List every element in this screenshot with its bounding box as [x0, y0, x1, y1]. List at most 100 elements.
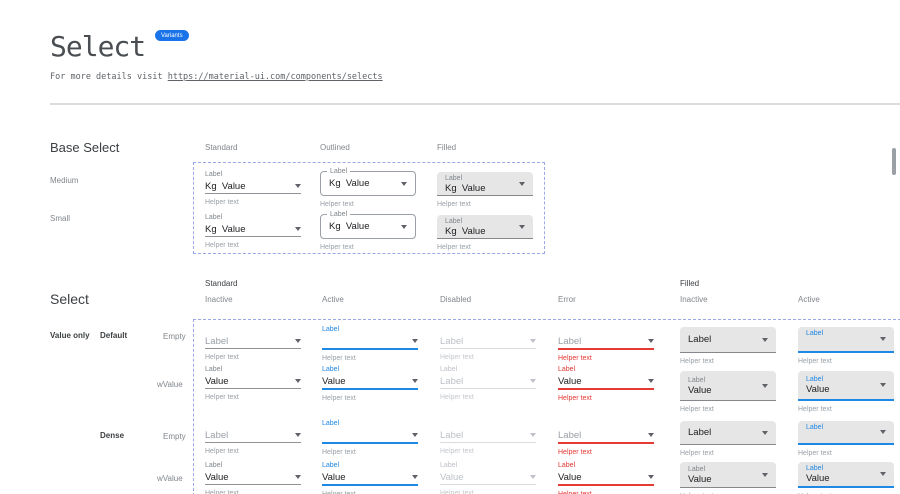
dropdown-caret-icon: [530, 379, 536, 383]
helper-text: Helper text: [205, 490, 239, 494]
select-underline: [322, 442, 418, 444]
helper-text: Helper text: [205, 448, 239, 455]
dropdown-caret-icon: [762, 430, 768, 435]
select-label: Label: [558, 366, 576, 373]
select-field-filled-inactive[interactable]: Label Kg Value Helper text: [437, 215, 533, 252]
select-label: Label: [440, 366, 458, 373]
helper-text: Helper text: [558, 490, 654, 494]
select-field-standard-active[interactable]: Label Helper text: [322, 325, 418, 363]
select-value: Value: [440, 471, 464, 483]
select-field-filled-active[interactable]: Label Helper text: [798, 421, 894, 458]
select-filled-box: Label: [798, 421, 894, 445]
helper-text: Helper text: [798, 406, 832, 413]
select-value-row: Value: [205, 374, 301, 388]
helper-text: Helper text: [322, 490, 418, 494]
dropdown-caret-icon: [880, 383, 886, 387]
select-field-standard-error[interactable]: Label Helper text: [558, 334, 654, 363]
select-field-standard-inactive[interactable]: Label Value Helper text: [205, 461, 301, 494]
select-value-row: Label: [440, 374, 536, 388]
state-header-active: Active: [322, 295, 344, 304]
select-label: Label: [205, 214, 223, 221]
select-value: Label: [558, 335, 582, 347]
select-field-standard-disabled[interactable]: Label Helper text: [440, 428, 536, 456]
dropdown-caret-icon: [295, 433, 301, 437]
select-field-outlined-inactive[interactable]: Label Kg Value Helper text: [320, 210, 416, 252]
select-value: Label: [688, 427, 712, 438]
helper-text: Helper text: [440, 448, 474, 455]
select-field-standard-disabled[interactable]: Label Helper text: [440, 334, 536, 362]
select-field-filled-active[interactable]: Label Helper text: [798, 327, 894, 366]
select-underline: [205, 193, 301, 194]
select-label: Label: [322, 462, 340, 469]
select-underline: [205, 442, 301, 443]
select-value-row: Label: [440, 334, 536, 348]
select-label: Label: [445, 174, 463, 182]
select-value-row: Value: [558, 470, 654, 484]
helper-text: Helper text: [437, 201, 471, 208]
select-field-standard-inactive[interactable]: Label Kg Value Helper text: [205, 213, 301, 250]
select-label: Label: [440, 462, 458, 469]
select-filled-box: Label: [680, 327, 776, 353]
state-header-inactive: Inactive: [205, 295, 233, 304]
select-value: Value: [688, 473, 712, 485]
select-label: Label: [322, 366, 340, 373]
helper-text: Helper text: [798, 450, 832, 457]
select-field-outlined-inactive[interactable]: Label Kg Value Helper text: [320, 167, 416, 209]
select-value-row: Value: [558, 374, 654, 388]
select-field-standard-active[interactable]: Label Helper text: [322, 419, 418, 457]
material-ui-link[interactable]: https://material-ui.com/components/selec…: [167, 72, 383, 82]
dropdown-caret-icon: [880, 337, 886, 341]
select-field-standard-inactive[interactable]: Label Helper text: [205, 428, 301, 456]
dropdown-caret-icon: [880, 472, 886, 476]
select-label: Label: [558, 462, 576, 469]
select-field-standard-error[interactable]: Label Value Helper text: [558, 365, 654, 403]
select-underline: [205, 484, 301, 485]
select-field-standard-inactive[interactable]: Label Value Helper text: [205, 365, 301, 402]
select-value: Value: [688, 384, 712, 396]
dropdown-caret-icon: [762, 337, 768, 342]
row-label-empty: Empty: [163, 332, 186, 341]
helper-text: Helper text: [558, 355, 592, 362]
select-field-standard-error[interactable]: Label Helper text: [558, 428, 654, 457]
vertical-scrollbar-thumb[interactable]: [892, 148, 896, 175]
select-field-standard-inactive[interactable]: Label Helper text: [205, 334, 301, 362]
select-field-filled-inactive[interactable]: Label Helper text: [680, 421, 776, 458]
dropdown-caret-icon: [412, 433, 418, 437]
select-filled-box: Label Kg Value: [437, 172, 533, 196]
select-field-filled-inactive[interactable]: Label Helper text: [680, 327, 776, 366]
select-value: Label: [205, 429, 229, 441]
select-label: Label: [806, 424, 824, 431]
select-field-filled-inactive[interactable]: Label Kg Value Helper text: [437, 172, 533, 209]
dropdown-caret-icon: [648, 379, 654, 383]
select-field-standard-error[interactable]: Label Value Helper text: [558, 461, 654, 494]
helper-text: Helper text: [437, 244, 471, 251]
select-value: Kg Value: [205, 223, 246, 235]
select-value: Value: [322, 375, 346, 387]
helper-text: Helper text: [440, 354, 474, 361]
select-filled-box: Label Value: [680, 371, 776, 401]
column-header-standard: Standard: [205, 143, 238, 152]
select-field-standard-active[interactable]: Label Value Helper text: [322, 461, 418, 494]
select-value: Value: [205, 375, 229, 387]
select-field-standard-active[interactable]: Label Value Helper text: [322, 365, 418, 403]
helper-text: Helper text: [205, 354, 239, 361]
select-label: Label: [205, 366, 223, 373]
select-field-standard-disabled[interactable]: Label Value Helper text: [440, 461, 536, 494]
header-divider: [50, 103, 900, 105]
select-underline: [558, 388, 654, 390]
select-underline: [440, 442, 536, 443]
select-label: Label: [806, 376, 824, 383]
select-value: Label: [440, 335, 464, 347]
select-outline-box: Label Kg Value: [320, 210, 416, 239]
helper-text: Helper text: [322, 355, 356, 362]
select-field-standard-inactive[interactable]: Label Kg Value Helper text: [205, 170, 301, 207]
select-field-standard-disabled[interactable]: Label Label Helper text: [440, 365, 536, 402]
helper-text: Helper text: [558, 395, 592, 402]
dropdown-caret-icon: [530, 433, 536, 437]
select-value: [322, 430, 325, 441]
select-value: Value: [806, 473, 830, 484]
